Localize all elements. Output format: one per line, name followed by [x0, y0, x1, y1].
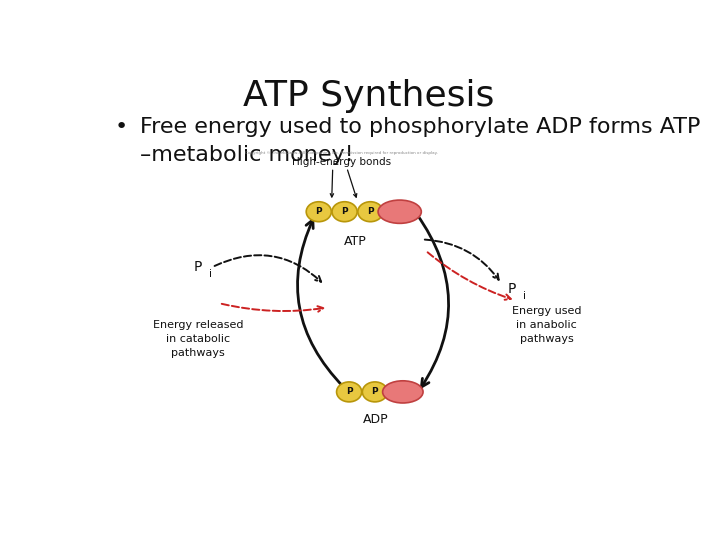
Text: Free energy used to phosphorylate ADP forms ATP: Free energy used to phosphorylate ADP fo… — [140, 118, 701, 138]
Text: i: i — [523, 291, 526, 301]
Text: ATP Synthesis: ATP Synthesis — [243, 79, 495, 113]
Ellipse shape — [378, 200, 421, 224]
Circle shape — [306, 202, 331, 222]
Text: ATP: ATP — [343, 235, 366, 248]
Circle shape — [362, 382, 387, 402]
Circle shape — [332, 202, 357, 222]
Text: Energy released
in catabolic
pathways: Energy released in catabolic pathways — [153, 320, 243, 358]
Text: ADP: ADP — [363, 413, 389, 426]
Text: P: P — [194, 260, 202, 274]
Text: P: P — [508, 282, 516, 296]
Text: Energy used
in anabolic
pathways: Energy used in anabolic pathways — [512, 306, 582, 345]
Text: P: P — [346, 387, 352, 396]
Circle shape — [336, 382, 361, 402]
Ellipse shape — [382, 381, 423, 403]
Text: High-energy bonds: High-energy bonds — [292, 157, 391, 167]
Text: P: P — [315, 207, 322, 216]
Circle shape — [358, 202, 383, 222]
Text: i: i — [210, 269, 212, 279]
Text: Copyright © The McGraw-Hill Companies, Inc. Permission required for reproduction: Copyright © The McGraw-Hill Companies, I… — [245, 151, 438, 155]
Text: P: P — [367, 207, 374, 216]
Text: P: P — [372, 387, 378, 396]
Text: •: • — [114, 118, 127, 138]
Text: –metabolic money!: –metabolic money! — [140, 145, 354, 165]
Text: P: P — [341, 207, 348, 216]
